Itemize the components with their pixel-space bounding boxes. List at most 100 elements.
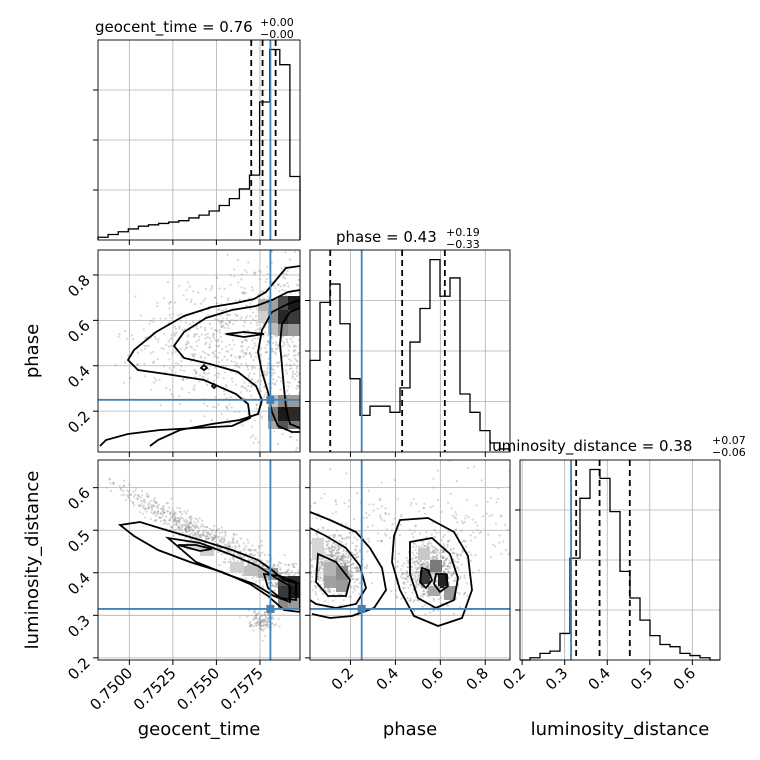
sample-point (187, 524, 190, 527)
sample-point (195, 332, 198, 336)
sample-point (394, 593, 397, 596)
sample-point (164, 515, 168, 518)
sample-point (421, 592, 424, 596)
sample-point (252, 560, 256, 563)
sample-point (272, 617, 275, 620)
sample-point (193, 524, 196, 527)
sample-point (279, 572, 283, 575)
sample-point (332, 541, 335, 545)
sample-point (250, 286, 253, 289)
sample-point (341, 536, 344, 540)
sample-point (189, 419, 192, 422)
sample-point (335, 558, 338, 561)
sample-point (163, 518, 166, 521)
sample-point (168, 519, 172, 522)
sample-point (173, 520, 177, 523)
sample-point (197, 291, 200, 294)
sample-point (348, 573, 351, 576)
sample-point (179, 319, 182, 323)
sample-point (447, 570, 450, 573)
sample-point (421, 585, 424, 589)
sample-point (210, 287, 213, 290)
sample-point (424, 613, 427, 616)
sample-point (332, 554, 335, 557)
sample-point (277, 361, 281, 364)
sample-point (182, 523, 185, 526)
sample-point (213, 536, 216, 539)
sample-point (272, 368, 275, 372)
sample-point (214, 531, 217, 534)
sample-point (290, 570, 293, 573)
sample-point (276, 565, 279, 568)
sample-point (431, 505, 434, 508)
sample-point (403, 586, 406, 589)
sample-point (369, 571, 372, 574)
sample-point (227, 327, 230, 330)
sample-point (407, 562, 410, 565)
sample-point (175, 520, 179, 523)
sample-point (318, 579, 321, 582)
sample-point (333, 535, 336, 538)
sample-point (170, 334, 173, 337)
sample-point (243, 332, 247, 335)
sample-point (173, 523, 176, 527)
sample-point (210, 536, 214, 540)
sample-point (346, 559, 349, 562)
sample-point (143, 344, 146, 348)
density-cell (288, 310, 300, 324)
sample-point (284, 572, 287, 575)
sample-point (298, 338, 300, 342)
sample-point (354, 567, 357, 570)
sample-point (205, 341, 208, 344)
sample-point (192, 529, 195, 532)
sample-point (222, 536, 226, 539)
sample-point (224, 561, 227, 564)
sample-point (352, 577, 355, 580)
sample-point (230, 377, 234, 380)
sample-point (188, 528, 191, 531)
sample-point (221, 324, 225, 327)
sample-point (453, 560, 456, 563)
sample-point (162, 504, 165, 508)
sample-point (354, 566, 357, 569)
sample-point (355, 569, 358, 572)
sample-point (332, 541, 336, 545)
sample-point (353, 536, 356, 539)
sample-point (419, 559, 422, 562)
sample-point (255, 624, 258, 628)
sample-point (265, 559, 269, 562)
sample-point (214, 329, 217, 332)
sample-point (357, 555, 360, 558)
sample-point (436, 557, 439, 560)
sample-point (182, 378, 185, 382)
sample-point (231, 339, 234, 342)
sample-points (105, 477, 300, 642)
sample-point (406, 574, 409, 577)
sample-point (186, 530, 189, 533)
sample-point (204, 351, 207, 354)
sample-point (244, 353, 247, 356)
sample-point (328, 546, 331, 549)
sample-point (202, 299, 205, 302)
sample-point (234, 319, 237, 322)
density-cell (288, 296, 300, 310)
sample-point (313, 501, 316, 505)
sample-point (354, 548, 357, 551)
sample-point (436, 469, 439, 472)
sample-point (342, 599, 345, 602)
sample-point (260, 620, 264, 623)
sample-point (169, 388, 172, 391)
sample-point (334, 552, 337, 555)
sample-point (179, 312, 182, 316)
y-axis-label-luminosity-distance: luminosity_distance (22, 471, 43, 650)
sample-point (330, 555, 333, 558)
histogram-phase (309, 258, 511, 452)
sample-point (313, 584, 317, 587)
sample-point (338, 545, 341, 548)
sample-point (258, 580, 261, 583)
sample-point (337, 546, 340, 549)
sample-point (261, 639, 264, 642)
sample-point (407, 586, 410, 589)
sample-point (140, 349, 143, 352)
sample-point (333, 554, 336, 557)
